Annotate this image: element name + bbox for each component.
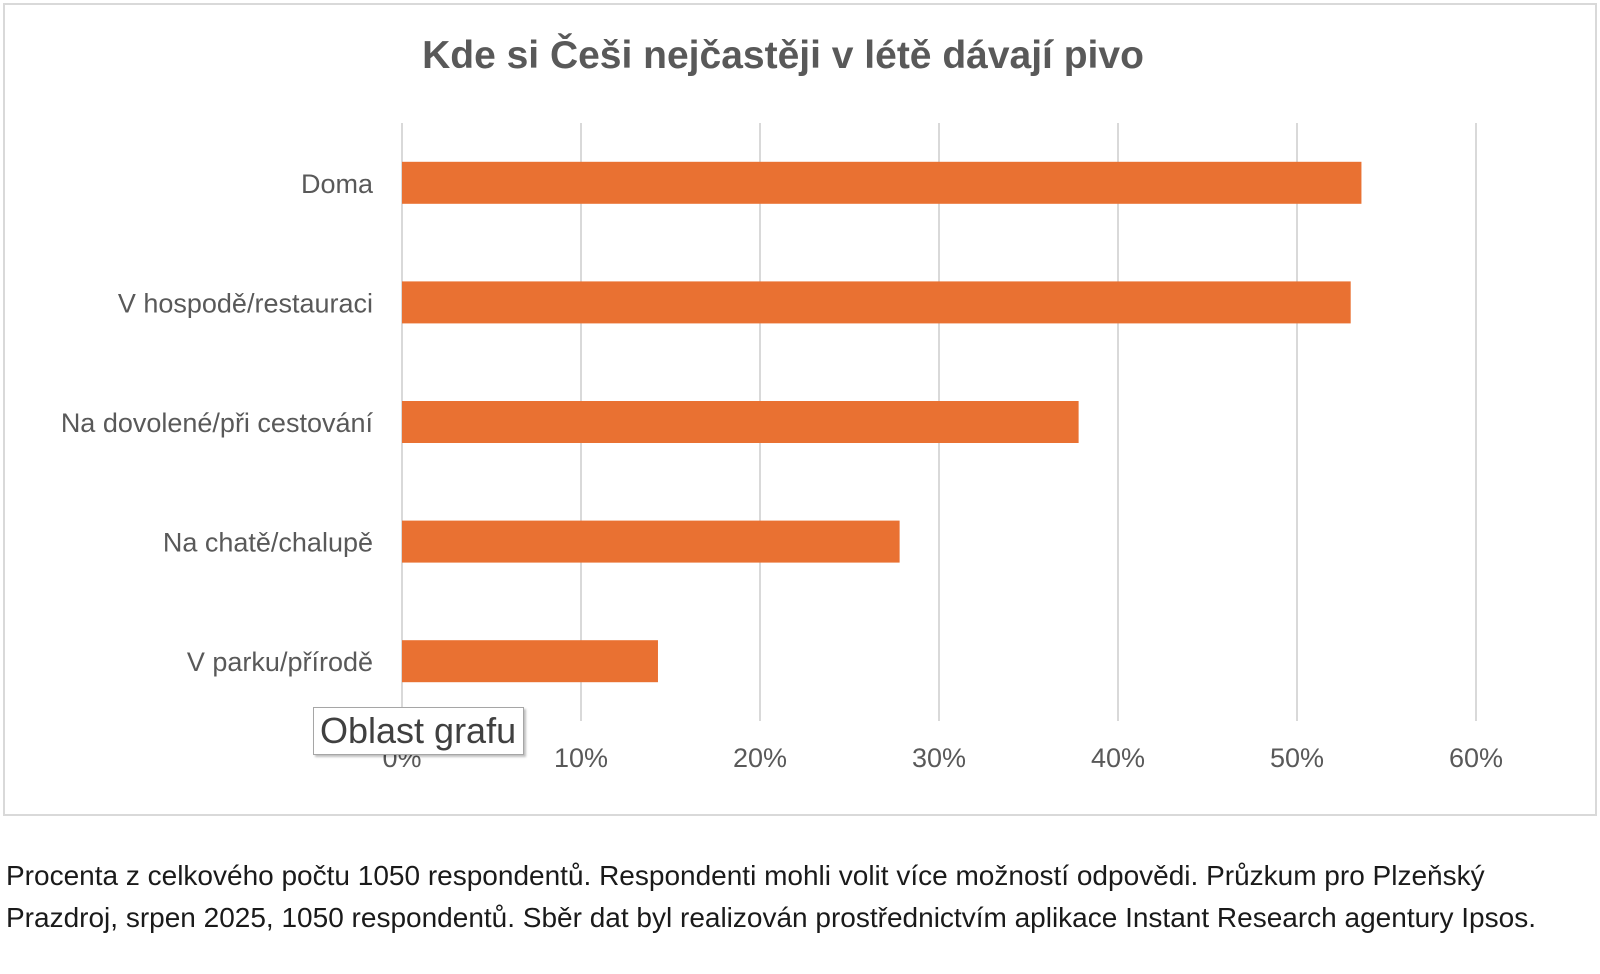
footnote: Procenta z celkového počtu 1050 responde… (6, 860, 1536, 933)
chart-area-tooltip: Oblast grafu (313, 707, 525, 756)
bar (402, 161, 1362, 204)
x-tick-label: 30% (912, 743, 966, 773)
bar (402, 520, 900, 563)
x-tick-label: 50% (1270, 743, 1324, 773)
category-label: V hospodě/restauraci (118, 288, 373, 318)
bar (402, 640, 658, 683)
chart-title: Kde si Češi nejčastěji v létě dávají piv… (422, 32, 1144, 77)
x-tick-label: 40% (1091, 743, 1145, 773)
x-tick-label: 10% (554, 743, 608, 773)
x-axis-ticks: 0% 10% 20% 30% 40% 50% 60% (382, 743, 1503, 773)
bar (402, 401, 1079, 443)
category-label: Doma (301, 169, 374, 199)
category-labels: Doma V hospodě/restauraci Na dovolené/při … (61, 169, 374, 677)
category-label: V parku/přírodě (187, 647, 373, 677)
x-tick-label: 60% (1449, 743, 1503, 773)
x-tick-label: 20% (733, 743, 787, 773)
category-label: Na dovolené/při cestování (61, 408, 374, 438)
bar-chart: Kde si Češi nejčastěji v létě dávají piv… (61, 32, 1503, 773)
category-label: Na chatě/chalupě (163, 528, 373, 558)
bar (402, 281, 1351, 324)
bars (402, 161, 1362, 683)
chart-area[interactable]: Kde si Češi nejčastěji v létě dávají piv… (3, 3, 1597, 816)
